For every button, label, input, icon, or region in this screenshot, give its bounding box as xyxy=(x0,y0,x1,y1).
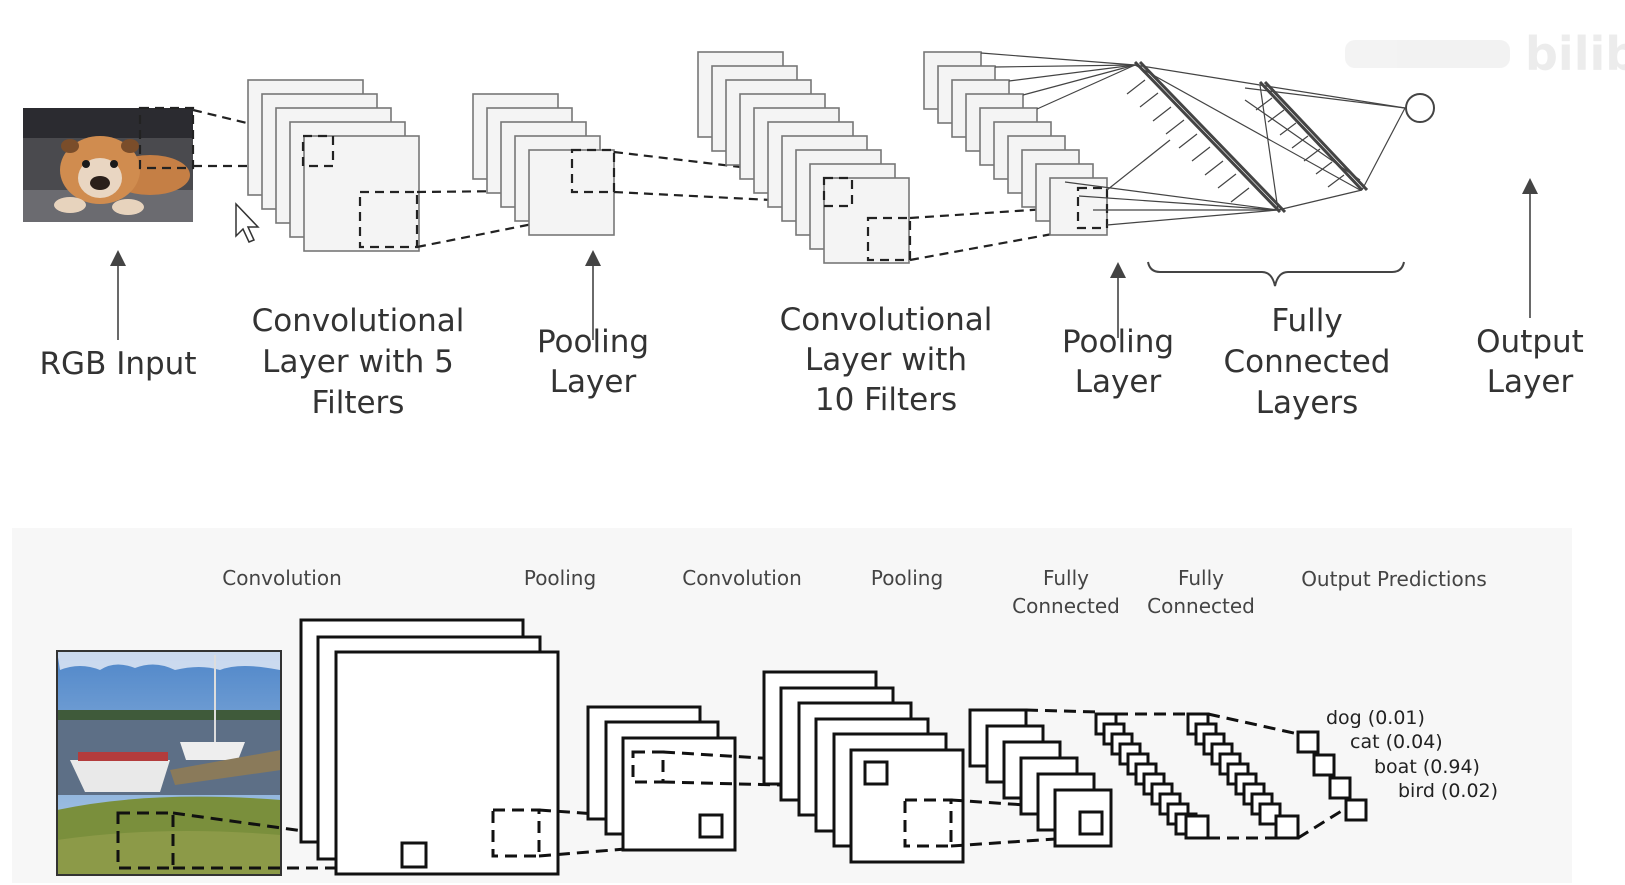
label-pool1: Pooling Layer xyxy=(537,324,649,400)
label-output-predictions: Output Predictions xyxy=(1301,567,1487,591)
bottom-pool1-window xyxy=(631,750,665,784)
input-projection-line xyxy=(192,108,331,145)
bottom-conv2-feature-maps xyxy=(762,670,965,864)
svg-text:Convolutional: Convolutional xyxy=(252,303,465,339)
conv1-pool-window xyxy=(358,190,419,249)
bilibili-watermark: bilibili xyxy=(1345,27,1625,81)
top-cnn-diagram: bilibili xyxy=(23,27,1625,421)
svg-text:Connected: Connected xyxy=(1012,594,1120,618)
prediction-dog: dog (0.01) xyxy=(1326,707,1425,729)
mouse-cursor-icon xyxy=(235,202,260,243)
svg-text:Layer: Layer xyxy=(550,364,637,400)
svg-text:Output: Output xyxy=(1476,324,1584,360)
label-conv1: Convolutional Layer with 5 Filters xyxy=(252,303,465,421)
svg-text:Layer with: Layer with xyxy=(805,342,967,378)
bottom-fc2-nodes xyxy=(1186,712,1300,840)
svg-text:Connected: Connected xyxy=(1147,594,1255,618)
pool2-feature-maps xyxy=(923,51,1108,236)
conv2-kernel-output xyxy=(822,176,854,208)
label-bottom-conv1: Convolution xyxy=(222,566,342,590)
svg-text:Connected: Connected xyxy=(1224,344,1391,380)
svg-text:Fully: Fully xyxy=(1043,566,1089,590)
output-node xyxy=(1405,93,1435,123)
bottom-pool2-feature-maps xyxy=(968,708,1113,848)
svg-text:bilibili: bilibili xyxy=(1525,27,1625,81)
svg-text:Layer: Layer xyxy=(1487,364,1574,400)
prediction-bird: bird (0.02) xyxy=(1398,780,1498,802)
bottom-pool1-feature-maps xyxy=(586,705,737,852)
prediction-boat: boat (0.94) xyxy=(1374,756,1480,778)
prediction-list: dog (0.01) cat (0.04) boat (0.94) bird (… xyxy=(1326,707,1498,802)
label-conv2: Convolutional Layer with 10 Filters xyxy=(780,302,993,418)
svg-text:Filters: Filters xyxy=(312,385,405,421)
fc-layer-1 xyxy=(1126,60,1287,214)
svg-text:Pooling: Pooling xyxy=(537,324,649,360)
bottom-pool2-projection-line xyxy=(1025,708,1099,714)
label-bottom-fc1: Fully Connected xyxy=(1012,566,1120,618)
pool2-window xyxy=(1076,186,1109,230)
label-bottom-fc2: Fully Connected xyxy=(1147,566,1255,618)
label-output: Output Layer xyxy=(1476,324,1584,400)
fc-layer-2 xyxy=(1255,80,1369,192)
bulldog-input-image xyxy=(23,108,193,222)
pool1-feature-maps xyxy=(472,93,615,236)
fc-brace xyxy=(1147,261,1405,287)
conv2-feature-maps xyxy=(697,51,910,264)
label-fully-connected: Fully Connected Layers xyxy=(1224,303,1391,421)
bottom-conv1-kernel-output xyxy=(400,841,428,869)
bottom-fc1-nodes xyxy=(1094,712,1210,840)
bottom-cnn-diagram: Convolution Pooling Convolution Pooling … xyxy=(12,528,1572,883)
conv1-feature-maps xyxy=(247,79,420,252)
input-receptive-field xyxy=(138,106,195,170)
bottom-fc2-projection-line xyxy=(1297,800,1357,840)
pool1-window xyxy=(570,148,616,194)
bottom-conv2-kernel-output xyxy=(863,760,889,786)
svg-text:Layer with 5: Layer with 5 xyxy=(262,344,454,380)
bottom-pool1-unit xyxy=(698,813,724,839)
svg-text:Fully: Fully xyxy=(1271,303,1342,339)
label-bottom-conv2: Convolution xyxy=(682,566,802,590)
bottom-output-nodes xyxy=(1296,730,1368,822)
conv2-pool-window xyxy=(866,216,912,262)
conv2-projection-line xyxy=(909,203,1108,220)
svg-text:Convolutional: Convolutional xyxy=(780,302,993,338)
label-rgb-input: RGB Input xyxy=(40,346,197,382)
bottom-conv1-pool-window xyxy=(491,808,541,858)
bottom-conv1-feature-maps xyxy=(299,618,560,876)
svg-text:Fully: Fully xyxy=(1178,566,1224,590)
bottom-fc2-projection-line xyxy=(1207,712,1299,736)
label-pool2: Pooling Layer xyxy=(1062,324,1174,400)
label-bottom-pool2: Pooling xyxy=(871,566,943,590)
prediction-cat: cat (0.04) xyxy=(1350,731,1443,753)
bottom-pool2-unit xyxy=(1078,810,1104,836)
boat-input-image xyxy=(56,650,282,876)
svg-text:Pooling: Pooling xyxy=(1062,324,1174,360)
label-bottom-pool1: Pooling xyxy=(524,566,596,590)
bottom-conv2-pool-window xyxy=(903,798,953,848)
conv1-kernel-output xyxy=(301,134,335,168)
svg-text:10 Filters: 10 Filters xyxy=(815,382,957,418)
svg-text:Layer: Layer xyxy=(1075,364,1162,400)
svg-text:Layers: Layers xyxy=(1256,385,1359,421)
